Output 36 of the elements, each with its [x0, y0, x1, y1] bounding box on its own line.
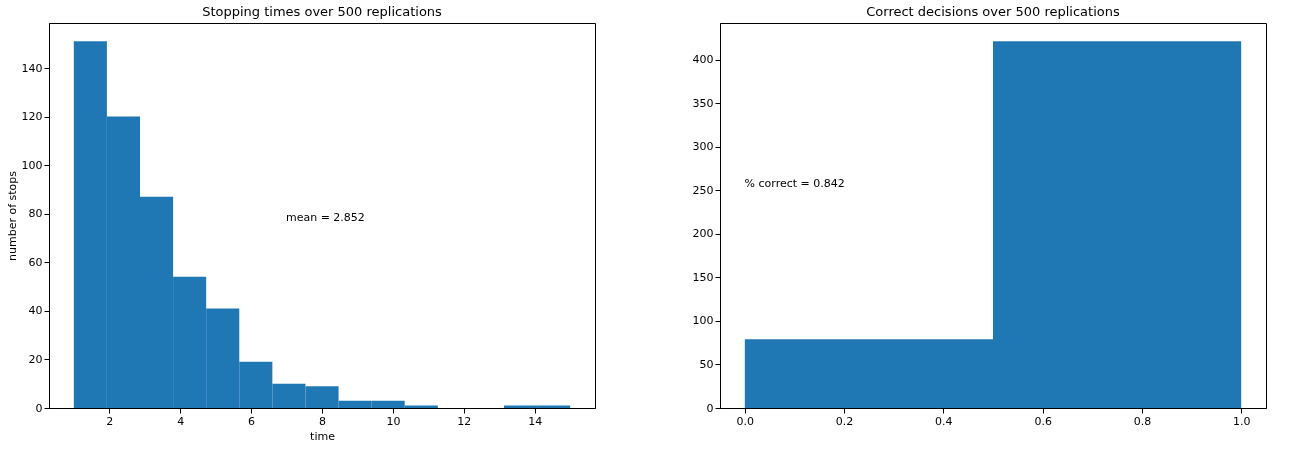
y-tick-label: 0 [35, 401, 43, 415]
x-axis-title: time [310, 429, 336, 443]
y-tick-label: 150 [692, 270, 714, 284]
y-tick-label: 250 [692, 183, 714, 197]
x-tick-label: 0.4 [935, 414, 953, 428]
chart-title: Correct decisions over 500 replications [866, 4, 1120, 19]
x-tick-label: 0.6 [1034, 414, 1052, 428]
y-tick-label: 60 [28, 255, 43, 269]
y-tick-label: 40 [28, 304, 43, 318]
x-tick-label: 6 [248, 414, 256, 428]
annotation: mean = 2.852 [285, 211, 365, 225]
y-tick-label: 100 [21, 158, 43, 172]
x-tick-label: 10 [386, 414, 401, 428]
x-tick-label: 12 [457, 414, 472, 428]
x-tick-label: 14 [528, 414, 543, 428]
y-tick-label: 120 [21, 110, 43, 124]
y-tick-label: 50 [699, 357, 714, 371]
y-axis-title: number of stops [5, 170, 19, 262]
x-tick-label: 8 [319, 414, 326, 428]
y-tick-label: 350 [692, 96, 714, 110]
y-tick-label: 80 [28, 207, 43, 221]
chart-title: Stopping times over 500 replications [202, 4, 443, 19]
y-tick-label: 20 [28, 352, 43, 366]
x-tick-label: 1.0 [1232, 414, 1251, 428]
y-tick-label: 400 [692, 53, 714, 67]
y-tick-label: 0 [706, 401, 714, 415]
y-tick-label: 200 [692, 227, 714, 241]
x-tick-label: 0.2 [835, 414, 854, 428]
x-tick-label: 0.0 [736, 414, 755, 428]
x-tick-label: 4 [177, 414, 185, 428]
annotation: % correct = 0.842 [744, 176, 845, 190]
x-tick-label: 0.8 [1133, 414, 1152, 428]
y-tick-label: 100 [692, 314, 714, 328]
x-tick-label: 2 [106, 414, 114, 428]
y-tick-label: 300 [692, 140, 714, 154]
y-tick-label: 140 [21, 61, 43, 75]
